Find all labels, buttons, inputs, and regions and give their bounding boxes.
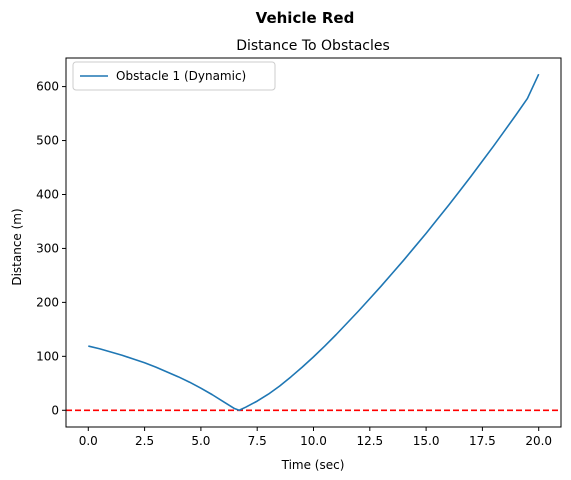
- y-tick-label: 400: [36, 187, 59, 201]
- x-axis-label: Time (sec): [281, 458, 345, 472]
- x-tick-label: 0.0: [79, 434, 98, 448]
- legend-box: [72, 61, 276, 91]
- y-tick-label: 200: [36, 295, 59, 309]
- x-tick-label: 10.0: [300, 434, 327, 448]
- y-tick-label: 500: [36, 134, 59, 148]
- y-tick-label: 300: [36, 241, 59, 255]
- y-axis-ticks: 0 100 200 300 400 500 600: [36, 80, 66, 417]
- x-tick-label: 7.5: [248, 434, 267, 448]
- axes-frame: [65, 57, 562, 428]
- x-axis-ticks: 0.0 2.5 5.0 7.5 10.0 12.5 15.0 17.5 20.0: [79, 427, 552, 448]
- chart-suptitle: Vehicle Red: [256, 9, 355, 27]
- y-axis-label: Distance (m): [10, 208, 24, 285]
- x-tick-label: 15.0: [413, 434, 440, 448]
- x-tick-label: 12.5: [356, 434, 383, 448]
- chart-title: Distance To Obstacles: [236, 38, 390, 54]
- plot-area: [65, 57, 562, 428]
- y-tick-label: 0: [51, 403, 59, 417]
- x-tick-label: 17.5: [469, 434, 496, 448]
- series-layer: [88, 73, 540, 412]
- y-tick-label: 100: [36, 349, 59, 363]
- y-tick-label: 600: [36, 80, 59, 94]
- series-line-obstacle-1: [88, 73, 540, 412]
- x-tick-label: 5.0: [191, 434, 210, 448]
- x-tick-label: 20.0: [525, 434, 552, 448]
- legend-label-obstacle-1: Obstacle 1 (Dynamic): [116, 69, 246, 83]
- legend: Obstacle 1 (Dynamic): [72, 61, 276, 91]
- x-tick-label: 2.5: [135, 434, 154, 448]
